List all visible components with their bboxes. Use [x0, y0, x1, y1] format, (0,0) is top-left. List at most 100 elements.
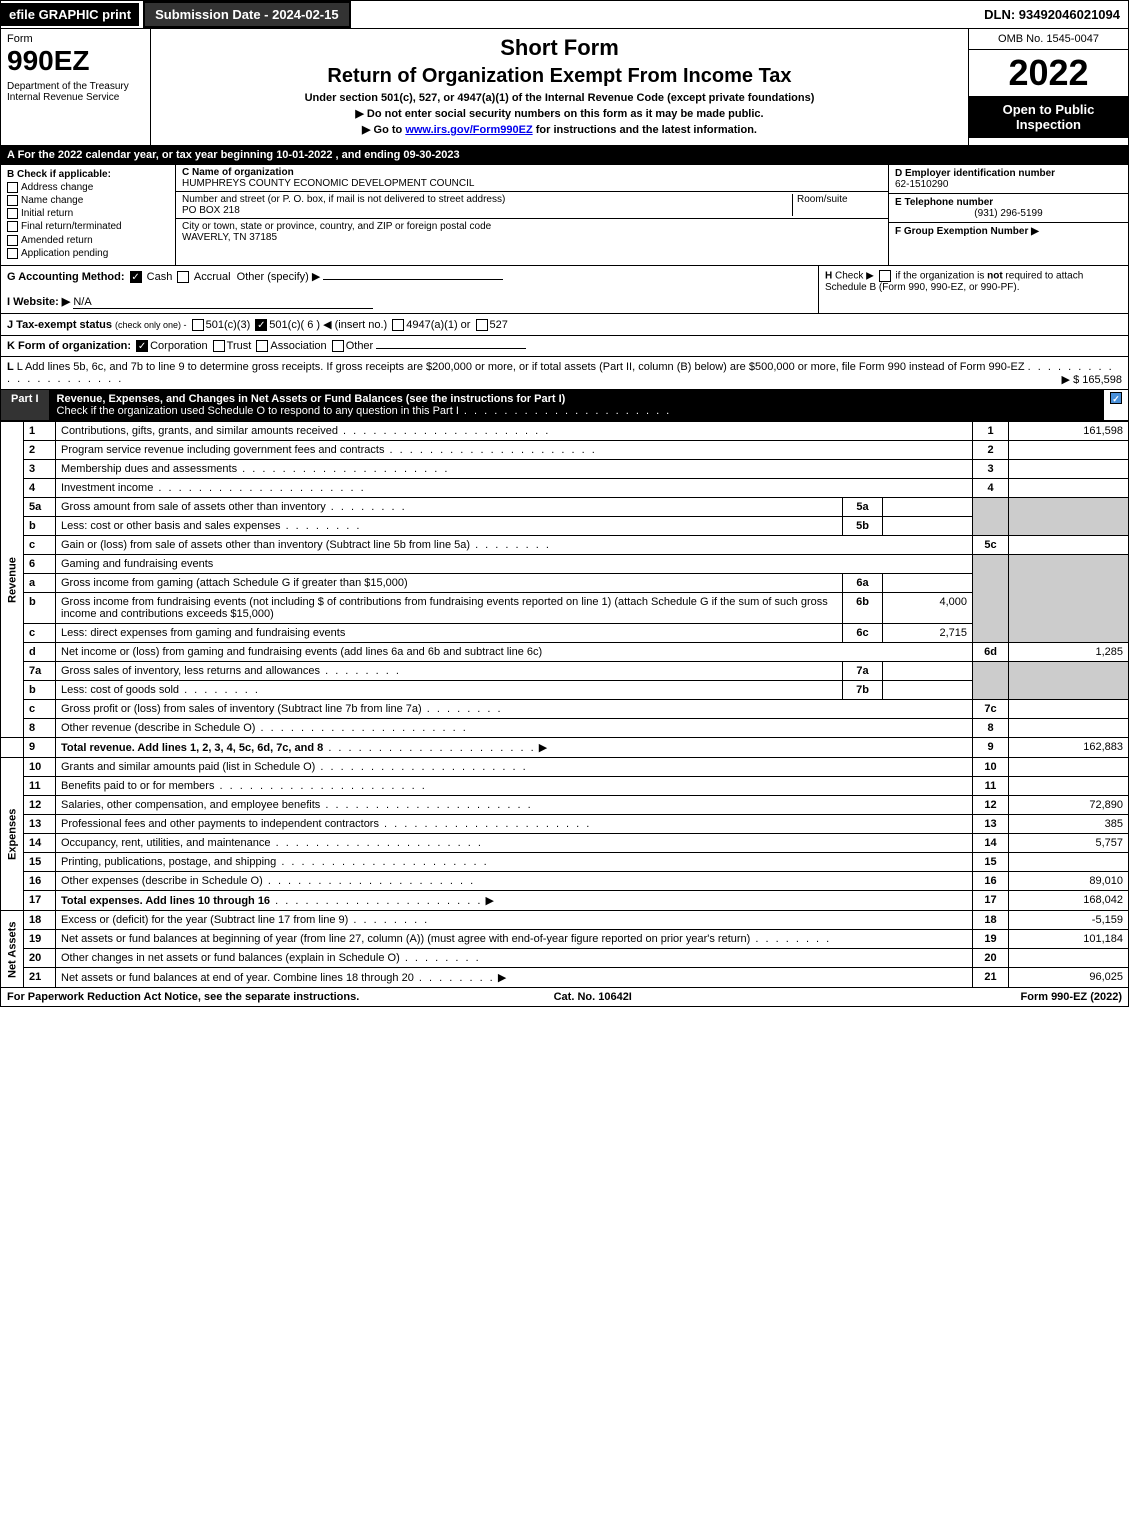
- footer-left: For Paperwork Reduction Act Notice, see …: [7, 991, 359, 1003]
- city-label: City or town, state or province, country…: [182, 221, 491, 232]
- checkbox-501c3[interactable]: [192, 319, 204, 331]
- irs-link[interactable]: www.irs.gov/Form990EZ: [405, 124, 532, 136]
- line-18-desc: Excess or (deficit) for the year (Subtra…: [61, 914, 348, 926]
- line-4-amtnum: 4: [973, 479, 1009, 498]
- line-1-amtnum: 1: [973, 422, 1009, 441]
- checkbox-527[interactable]: [476, 319, 488, 331]
- grey-cell-6: [973, 555, 1009, 643]
- line-8-amtnum: 8: [973, 719, 1009, 738]
- line-19-amtnum: 19: [973, 930, 1009, 949]
- g-cash: Cash: [147, 271, 173, 283]
- form-header: Form 990EZ Department of the Treasury In…: [0, 29, 1129, 146]
- line-6b-subnum: 6b: [843, 593, 883, 624]
- checkbox-address-change[interactable]: [7, 182, 18, 193]
- line-7c-amtnum: 7c: [973, 700, 1009, 719]
- line-7a-subnum: 7a: [843, 662, 883, 681]
- label-amended-return: Amended return: [21, 235, 93, 246]
- line-2-amtnum: 2: [973, 441, 1009, 460]
- line-21-amt: 96,025: [1009, 968, 1129, 988]
- line-18-num: 18: [24, 911, 56, 930]
- line-6b-subval: 4,000: [883, 593, 973, 624]
- section-g: G Accounting Method: ✓ Cash Accrual Othe…: [7, 270, 818, 309]
- line-4-num: 4: [24, 479, 56, 498]
- checkbox-accrual[interactable]: [177, 271, 189, 283]
- line-20-num: 20: [24, 949, 56, 968]
- form-word: Form: [7, 33, 144, 45]
- checkbox-amended-return[interactable]: [7, 235, 18, 246]
- line-5c-amt: [1009, 536, 1129, 555]
- c-name-label: C Name of organization: [182, 167, 294, 178]
- checkbox-name-change[interactable]: [7, 195, 18, 206]
- net-assets-side-label: Net Assets: [1, 911, 24, 988]
- line-6d-num: d: [24, 643, 56, 662]
- line-19-desc: Net assets or fund balances at beginning…: [61, 933, 750, 945]
- k-other-input[interactable]: [376, 348, 526, 349]
- line-3-num: 3: [24, 460, 56, 479]
- label-address-change: Address change: [21, 182, 93, 193]
- line-5a-subnum: 5a: [843, 498, 883, 517]
- line-16-desc: Other expenses (describe in Schedule O): [61, 875, 263, 887]
- grey-cell-5: [973, 498, 1009, 536]
- line-5a-num: 5a: [24, 498, 56, 517]
- ssn-warning: ▶ Do not enter social security numbers o…: [157, 107, 962, 120]
- line-12-desc: Salaries, other compensation, and employ…: [61, 799, 320, 811]
- label-name-change: Name change: [21, 195, 83, 206]
- checkbox-501c-checked[interactable]: ✓: [255, 319, 267, 331]
- section-a-tax-year: A For the 2022 calendar year, or tax yea…: [0, 146, 1129, 165]
- line-6a-desc: Gross income from gaming (attach Schedul…: [56, 574, 843, 593]
- line-5c-desc: Gain or (loss) from sale of assets other…: [61, 539, 470, 551]
- line-10-amtnum: 10: [973, 758, 1009, 777]
- line-6-desc: Gaming and fundraising events: [56, 555, 973, 574]
- revenue-side-label: Revenue: [1, 422, 24, 738]
- label-application-pending: Application pending: [21, 248, 108, 259]
- checkbox-h[interactable]: [879, 270, 891, 282]
- checkbox-schedule-o-checked[interactable]: ✓: [1110, 392, 1122, 404]
- ein-value: 62-1510290: [895, 179, 948, 190]
- line-6b-num: b: [24, 593, 56, 624]
- g-other-input[interactable]: [323, 279, 503, 280]
- efile-print-button[interactable]: efile GRAPHIC print: [1, 3, 139, 26]
- i-label: I Website: ▶: [7, 296, 70, 308]
- checkbox-4947[interactable]: [392, 319, 404, 331]
- line-18-amt: -5,159: [1009, 911, 1129, 930]
- line-14-num: 14: [24, 834, 56, 853]
- street-value: PO BOX 218: [182, 205, 240, 216]
- grey-cell-7: [973, 662, 1009, 700]
- j-label: J Tax-exempt status: [7, 319, 112, 331]
- line-1-num: 1: [24, 422, 56, 441]
- room-suite-label: Room/suite: [792, 194, 882, 216]
- part-1-header: Part I Revenue, Expenses, and Changes in…: [0, 390, 1129, 421]
- checkbox-cash-checked[interactable]: ✓: [130, 271, 142, 283]
- d-ein-label: D Employer identification number: [895, 168, 1055, 179]
- line-7a-num: 7a: [24, 662, 56, 681]
- line-6a-subnum: 6a: [843, 574, 883, 593]
- phone-value: (931) 296-5199: [895, 208, 1122, 219]
- checkbox-initial-return[interactable]: [7, 208, 18, 219]
- checkbox-corporation-checked[interactable]: ✓: [136, 340, 148, 352]
- line-13-amt: 385: [1009, 815, 1129, 834]
- checkbox-application-pending[interactable]: [7, 248, 18, 259]
- line-6a-subval: [883, 574, 973, 593]
- line-18-amtnum: 18: [973, 911, 1009, 930]
- line-7b-subnum: 7b: [843, 681, 883, 700]
- line-6a-num: a: [24, 574, 56, 593]
- checkbox-other[interactable]: [332, 340, 344, 352]
- footer-center: Cat. No. 10642I: [554, 991, 632, 1003]
- line-13-num: 13: [24, 815, 56, 834]
- line-12-amtnum: 12: [973, 796, 1009, 815]
- line-17-amtnum: 17: [973, 891, 1009, 911]
- section-g-h: G Accounting Method: ✓ Cash Accrual Othe…: [0, 266, 1129, 314]
- line-10-desc: Grants and similar amounts paid (list in…: [61, 761, 315, 773]
- checkbox-trust[interactable]: [213, 340, 225, 352]
- line-14-amtnum: 14: [973, 834, 1009, 853]
- e-phone-label: E Telephone number: [895, 197, 993, 208]
- checkbox-final-return[interactable]: [7, 221, 18, 232]
- k-trust: Trust: [227, 340, 252, 352]
- checkbox-association[interactable]: [256, 340, 268, 352]
- g-label: G Accounting Method:: [7, 271, 125, 283]
- line-13-amtnum: 13: [973, 815, 1009, 834]
- line-21-desc: Net assets or fund balances at end of ye…: [61, 972, 414, 984]
- line-6-num: 6: [24, 555, 56, 574]
- line-9-desc: Total revenue. Add lines 1, 2, 3, 4, 5c,…: [61, 742, 323, 754]
- website-value: N/A: [73, 296, 373, 309]
